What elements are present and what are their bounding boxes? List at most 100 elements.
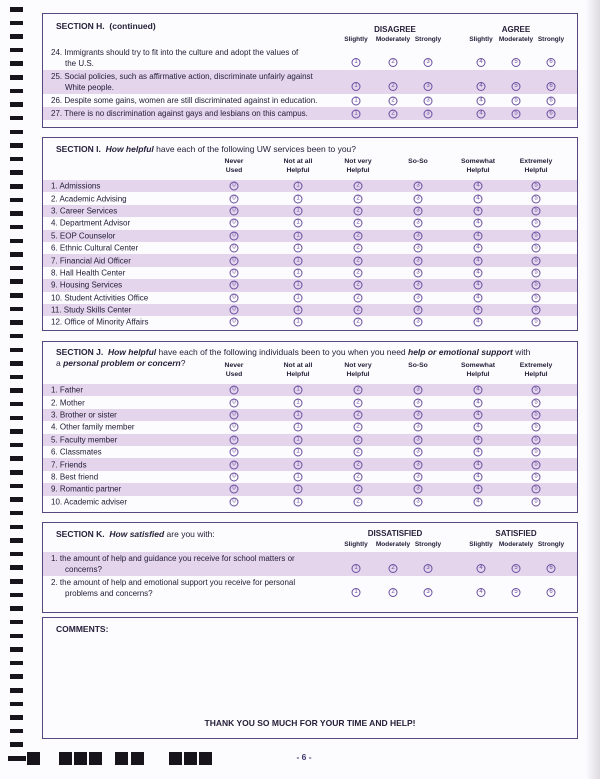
answer-bubble-0[interactable]: 0 [229, 243, 239, 253]
answer-bubble-5[interactable]: 5 [531, 385, 541, 395]
answer-bubble-0[interactable]: 0 [229, 472, 239, 482]
answer-bubble-3[interactable]: 3 [423, 109, 433, 118]
answer-bubble-0[interactable]: 0 [229, 268, 239, 278]
answer-bubble-1[interactable]: 1 [293, 268, 303, 278]
answer-bubble-5[interactable]: 5 [531, 305, 541, 315]
answer-bubble-3[interactable]: 3 [413, 305, 423, 315]
answer-bubble-4[interactable]: 4 [473, 497, 483, 507]
answer-bubble-0[interactable]: 0 [229, 218, 239, 228]
answer-bubble-4[interactable]: 4 [473, 317, 483, 327]
answer-bubble-4[interactable]: 4 [473, 181, 483, 191]
answer-bubble-3[interactable]: 3 [413, 181, 423, 191]
answer-bubble-4[interactable]: 4 [473, 206, 483, 216]
answer-bubble-0[interactable]: 0 [229, 280, 239, 290]
answer-bubble-2[interactable]: 2 [353, 447, 363, 457]
answer-bubble-1[interactable]: 1 [351, 82, 361, 91]
answer-bubble-5[interactable]: 5 [531, 435, 541, 445]
answer-bubble-4[interactable]: 4 [473, 385, 483, 395]
answer-bubble-2[interactable]: 2 [353, 497, 363, 507]
answer-bubble-3[interactable]: 3 [413, 256, 423, 266]
answer-bubble-5[interactable]: 5 [531, 317, 541, 327]
answer-bubble-3[interactable]: 3 [413, 398, 423, 408]
answer-bubble-5[interactable]: 5 [531, 497, 541, 507]
answer-bubble-2[interactable]: 2 [353, 243, 363, 253]
answer-bubble-2[interactable]: 2 [388, 82, 398, 91]
answer-bubble-5[interactable]: 5 [531, 256, 541, 266]
answer-bubble-3[interactable]: 3 [413, 435, 423, 445]
answer-bubble-3[interactable]: 3 [413, 268, 423, 278]
answer-bubble-4[interactable]: 4 [476, 82, 486, 91]
answer-bubble-3[interactable]: 3 [413, 472, 423, 482]
answer-bubble-2[interactable]: 2 [388, 564, 398, 573]
answer-bubble-1[interactable]: 1 [293, 231, 303, 241]
answer-bubble-2[interactable]: 2 [353, 435, 363, 445]
answer-bubble-5[interactable]: 5 [531, 280, 541, 290]
answer-bubble-0[interactable]: 0 [229, 293, 239, 303]
answer-bubble-2[interactable]: 2 [353, 206, 363, 216]
answer-bubble-2[interactable]: 2 [388, 96, 398, 105]
answer-bubble-5[interactable]: 5 [531, 422, 541, 432]
answer-bubble-5[interactable]: 5 [511, 96, 521, 105]
answer-bubble-4[interactable]: 4 [473, 398, 483, 408]
answer-bubble-1[interactable]: 1 [293, 293, 303, 303]
answer-bubble-2[interactable]: 2 [353, 472, 363, 482]
answer-bubble-5[interactable]: 5 [531, 181, 541, 191]
answer-bubble-3[interactable]: 3 [413, 410, 423, 420]
answer-bubble-3[interactable]: 3 [413, 231, 423, 241]
answer-bubble-4[interactable]: 4 [476, 564, 486, 573]
answer-bubble-4[interactable]: 4 [473, 435, 483, 445]
answer-bubble-4[interactable]: 4 [473, 256, 483, 266]
answer-bubble-4[interactable]: 4 [473, 410, 483, 420]
answer-bubble-1[interactable]: 1 [293, 280, 303, 290]
answer-bubble-1[interactable]: 1 [293, 206, 303, 216]
answer-bubble-5[interactable]: 5 [531, 206, 541, 216]
answer-bubble-6[interactable]: 6 [546, 82, 556, 91]
answer-bubble-0[interactable]: 0 [229, 194, 239, 204]
answer-bubble-5[interactable]: 5 [511, 82, 521, 91]
answer-bubble-5[interactable]: 5 [531, 398, 541, 408]
answer-bubble-4[interactable]: 4 [473, 280, 483, 290]
answer-bubble-1[interactable]: 1 [293, 317, 303, 327]
answer-bubble-4[interactable]: 4 [473, 293, 483, 303]
answer-bubble-1[interactable]: 1 [293, 305, 303, 315]
answer-bubble-3[interactable]: 3 [413, 243, 423, 253]
answer-bubble-1[interactable]: 1 [293, 181, 303, 191]
answer-bubble-1[interactable]: 1 [293, 484, 303, 494]
answer-bubble-0[interactable]: 0 [229, 447, 239, 457]
answer-bubble-5[interactable]: 5 [531, 484, 541, 494]
answer-bubble-1[interactable]: 1 [351, 96, 361, 105]
answer-bubble-4[interactable]: 4 [473, 305, 483, 315]
answer-bubble-4[interactable]: 4 [473, 231, 483, 241]
answer-bubble-2[interactable]: 2 [353, 231, 363, 241]
answer-bubble-3[interactable]: 3 [413, 317, 423, 327]
answer-bubble-3[interactable]: 3 [413, 293, 423, 303]
answer-bubble-1[interactable]: 1 [293, 385, 303, 395]
answer-bubble-0[interactable]: 0 [229, 410, 239, 420]
answer-bubble-0[interactable]: 0 [229, 181, 239, 191]
answer-bubble-1[interactable]: 1 [293, 460, 303, 470]
answer-bubble-4[interactable]: 4 [473, 484, 483, 494]
answer-bubble-4[interactable]: 4 [473, 422, 483, 432]
answer-bubble-0[interactable]: 0 [229, 206, 239, 216]
answer-bubble-2[interactable]: 2 [353, 256, 363, 266]
answer-bubble-5[interactable]: 5 [531, 268, 541, 278]
answer-bubble-3[interactable]: 3 [413, 447, 423, 457]
answer-bubble-3[interactable]: 3 [413, 497, 423, 507]
answer-bubble-1[interactable]: 1 [293, 447, 303, 457]
answer-bubble-2[interactable]: 2 [353, 385, 363, 395]
answer-bubble-0[interactable]: 0 [229, 435, 239, 445]
answer-bubble-3[interactable]: 3 [423, 82, 433, 91]
answer-bubble-4[interactable]: 4 [476, 109, 486, 118]
answer-bubble-4[interactable]: 4 [476, 58, 486, 67]
answer-bubble-5[interactable]: 5 [531, 218, 541, 228]
answer-bubble-5[interactable]: 5 [531, 231, 541, 241]
answer-bubble-1[interactable]: 1 [351, 109, 361, 118]
answer-bubble-4[interactable]: 4 [476, 588, 486, 597]
answer-bubble-5[interactable]: 5 [531, 447, 541, 457]
answer-bubble-2[interactable]: 2 [353, 484, 363, 494]
answer-bubble-0[interactable]: 0 [229, 398, 239, 408]
answer-bubble-1[interactable]: 1 [293, 194, 303, 204]
answer-bubble-3[interactable]: 3 [423, 588, 433, 597]
answer-bubble-4[interactable]: 4 [473, 447, 483, 457]
answer-bubble-4[interactable]: 4 [473, 472, 483, 482]
